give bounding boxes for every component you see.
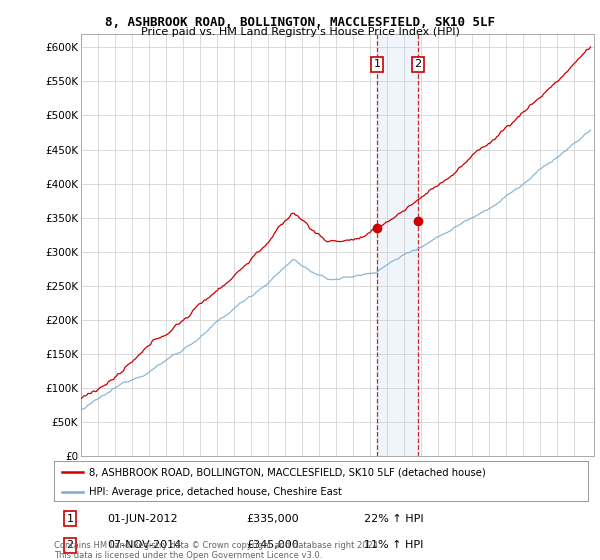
Text: Contains HM Land Registry data © Crown copyright and database right 2024.
This d: Contains HM Land Registry data © Crown c… bbox=[54, 540, 380, 560]
Text: Price paid vs. HM Land Registry's House Price Index (HPI): Price paid vs. HM Land Registry's House … bbox=[140, 27, 460, 37]
Text: 1: 1 bbox=[373, 59, 380, 69]
Text: £345,000: £345,000 bbox=[246, 540, 299, 550]
Text: 8, ASHBROOK ROAD, BOLLINGTON, MACCLESFIELD, SK10 5LF: 8, ASHBROOK ROAD, BOLLINGTON, MACCLESFIE… bbox=[105, 16, 495, 29]
Text: 2: 2 bbox=[67, 540, 74, 550]
Text: 07-NOV-2014: 07-NOV-2014 bbox=[107, 540, 182, 550]
Bar bbox=[377, 34, 418, 456]
Text: 8, ASHBROOK ROAD, BOLLINGTON, MACCLESFIELD, SK10 5LF (detached house): 8, ASHBROOK ROAD, BOLLINGTON, MACCLESFIE… bbox=[89, 467, 485, 477]
Text: HPI: Average price, detached house, Cheshire East: HPI: Average price, detached house, Ches… bbox=[89, 487, 341, 497]
Text: 1: 1 bbox=[67, 514, 74, 524]
Text: 2: 2 bbox=[415, 59, 422, 69]
Text: 11% ↑ HPI: 11% ↑ HPI bbox=[364, 540, 423, 550]
Text: £335,000: £335,000 bbox=[246, 514, 299, 524]
Text: 22% ↑ HPI: 22% ↑ HPI bbox=[364, 514, 424, 524]
Text: 01-JUN-2012: 01-JUN-2012 bbox=[107, 514, 178, 524]
